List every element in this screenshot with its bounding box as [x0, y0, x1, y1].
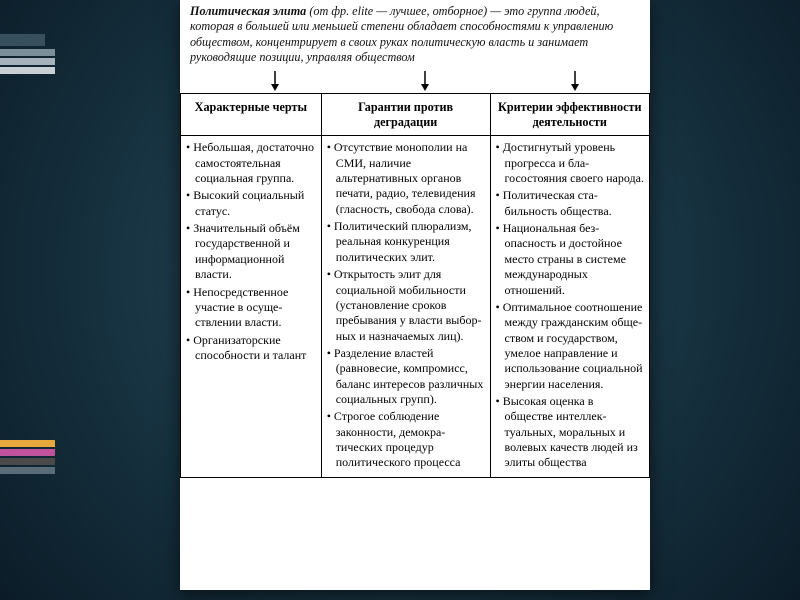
list-item: Оптимальное соот­ношение между гражданск… [496, 300, 644, 392]
decor-bars-top [0, 34, 55, 76]
list-item: Строгое соблюдение законности, демокра­т… [327, 409, 485, 470]
list-item: Непосредственное участие в осуще­ствлени… [186, 285, 316, 331]
list-item: Высокий социаль­ный статус. [186, 188, 316, 219]
list-item: Политическая ста­бильность общества. [496, 188, 644, 219]
table-header: Гарантии против деградации [321, 94, 490, 136]
comparison-table: Характерные черты Гарантии против деград… [180, 93, 650, 478]
table-cell: Небольшая, доста­точно самостоятель­ная … [181, 136, 322, 478]
definition-block: Политическая элита (от фр. elite — лучше… [180, 0, 650, 71]
arrow-row [180, 71, 650, 93]
list-item: Разделение властей (равновесие, компро­м… [327, 346, 485, 407]
table-header: Критерии эффективности деятельности [490, 94, 649, 136]
list-item: Высокая оценка в обществе интеллек­туаль… [496, 394, 644, 471]
slide-background: Политическая элита (от фр. elite — лучше… [0, 0, 800, 600]
table-header: Характерные черты [181, 94, 322, 136]
document-sheet: Политическая элита (от фр. elite — лучше… [180, 0, 650, 590]
bullet-list: Достигнутый уро­вень прогресса и бла­гос… [496, 140, 644, 471]
definition-term: Политическая элита [190, 4, 306, 18]
decor-bars-bottom [0, 440, 55, 476]
bullet-list: Небольшая, доста­точно самостоятель­ная … [186, 140, 316, 363]
arrow-down-icon [570, 71, 580, 91]
table-cell: Отсутствие монопо­лии на СМИ, наличие ал… [321, 136, 490, 478]
list-item: Организаторские способности и та­лант [186, 333, 316, 364]
list-item: Небольшая, доста­точно самостоятель­ная … [186, 140, 316, 186]
list-item: Достигнутый уро­вень прогресса и бла­гос… [496, 140, 644, 186]
list-item: Политический плю­рализм, реальная кон­ку… [327, 219, 485, 265]
arrow-down-icon [420, 71, 430, 91]
list-item: Значительный объём государствен­ной и ин… [186, 221, 316, 282]
bullet-list: Отсутствие монопо­лии на СМИ, наличие ал… [327, 140, 485, 471]
list-item: Открытость элит для социальной мо­бильно… [327, 267, 485, 344]
arrow-down-icon [270, 71, 280, 91]
list-item: Национальная без­опасность и достой­ное … [496, 221, 644, 298]
list-item: Отсутствие монопо­лии на СМИ, наличие ал… [327, 140, 485, 217]
table-cell: Достигнутый уро­вень прогресса и бла­гос… [490, 136, 649, 478]
